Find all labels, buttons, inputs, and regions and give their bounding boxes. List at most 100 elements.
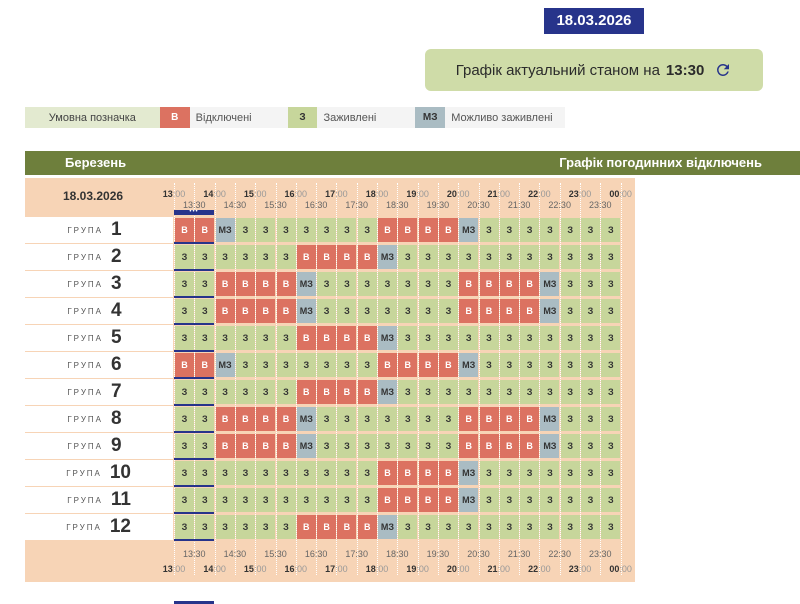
half-tick-top: 16:30 [304, 200, 328, 210]
schedule-cell: З [195, 407, 215, 431]
hour-tick-top: 21:00 [488, 189, 511, 199]
schedule-cell: З [418, 407, 438, 431]
schedule-cell: З [337, 434, 357, 458]
schedule-cell: З [601, 218, 621, 242]
schedule-cell: В [418, 488, 438, 512]
schedule-cell: З [438, 299, 458, 323]
schedule-cell: З [540, 380, 560, 404]
schedule-cell: З [175, 380, 194, 404]
schedule-cell: В [418, 353, 438, 377]
schedule-cell: З [317, 407, 337, 431]
schedule-cell: З [601, 461, 621, 485]
legend-on-label: Заживлені [317, 107, 416, 128]
group-number: 9 [111, 435, 122, 456]
schedule-cell: З [276, 515, 296, 539]
group-label-11: ГРУПА 11 [25, 487, 173, 513]
hour-tick-bottom: 00:00 [609, 564, 632, 574]
hour-tick-hour: 17 [325, 564, 336, 574]
schedule-cell: З [479, 326, 499, 350]
hour-tick-hour: 20 [446, 564, 457, 574]
month-label: Березень [65, 155, 127, 170]
schedule-cell: З [256, 488, 276, 512]
schedule-cell: З [276, 218, 296, 242]
group-number: 4 [111, 300, 122, 321]
hour-tick-bottom: 19:00 [406, 564, 429, 574]
schedule-cell: В [195, 218, 215, 242]
legend-off-label: Відключені [189, 107, 288, 128]
schedule-cell: З [560, 488, 580, 512]
schedule-cell: З [378, 299, 397, 323]
half-tick-top: 14:30 [223, 200, 247, 210]
schedule-cell: З [601, 434, 621, 458]
schedule-cell: З [235, 380, 255, 404]
hour-tick-bottom: 22:00 [528, 564, 551, 574]
schedule-cell: З [215, 515, 235, 539]
schedule-cell: З [540, 515, 560, 539]
grid-divider [620, 183, 622, 575]
schedule-cell: МЗ [378, 515, 397, 539]
legend-caption: Умовна позначка [25, 107, 160, 128]
schedule-cell: В [235, 434, 255, 458]
schedule-cell: З [378, 272, 397, 296]
schedule-cell: МЗ [540, 272, 560, 296]
schedule-cell: З [601, 515, 621, 539]
schedule-cell: МЗ [378, 380, 397, 404]
grid-divider [478, 183, 480, 575]
grid-divider [559, 183, 561, 575]
schedule-cell: В [256, 407, 276, 431]
grid-divider [316, 183, 318, 575]
half-tick-bottom: 23:30 [589, 549, 612, 559]
schedule-cell: МЗ [296, 434, 316, 458]
group-number: 11 [110, 489, 131, 510]
schedule-cell: В [438, 461, 458, 485]
schedule-cell: МЗ [215, 218, 235, 242]
schedule-cell: З [276, 380, 296, 404]
hour-tick-hour: 23 [568, 189, 579, 199]
schedule-cell: З [601, 326, 621, 350]
hour-tick-hour: 22 [528, 564, 539, 574]
hour-tick-top: 20:00 [447, 189, 470, 199]
current-time-line [174, 350, 214, 352]
schedule-cell: З [235, 245, 255, 269]
schedule-cell: З [581, 407, 600, 431]
schedule-cell: З [438, 407, 458, 431]
grid-divider [580, 183, 581, 575]
schedule-cell: В [357, 326, 377, 350]
grid-divider [539, 183, 541, 575]
schedule-cell: З [418, 380, 438, 404]
hour-tick-hour: 15 [243, 564, 254, 574]
schedule-cell: З [276, 353, 296, 377]
current-time-line [174, 485, 214, 487]
current-time-line [174, 458, 214, 460]
schedule-cell: В [459, 272, 479, 296]
schedule-cell: З [581, 245, 600, 269]
hour-tick-minutes: :00 [497, 564, 511, 574]
refresh-icon[interactable] [714, 61, 732, 79]
schedule-cell: З [256, 515, 276, 539]
legend-on-swatch: З [287, 107, 318, 128]
schedule-title: Графік погодинних відключень [559, 155, 762, 170]
half-tick-top: 22:30 [548, 200, 571, 210]
schedule-cell: З [317, 272, 337, 296]
schedule-cell: З [195, 434, 215, 458]
schedule-cell: З [398, 434, 418, 458]
schedule-cell: З [357, 407, 377, 431]
schedule-cell: З [398, 407, 418, 431]
half-tick-bottom: 18:30 [386, 549, 409, 559]
schedule-cell: В [479, 299, 499, 323]
group-label-8: ГРУПА 8 [25, 406, 173, 432]
schedule-cell: З [398, 299, 418, 323]
schedule-cell: З [235, 488, 255, 512]
schedule-cell: З [520, 245, 540, 269]
schedule-cell: З [459, 515, 479, 539]
group-word: ГРУПА [67, 360, 103, 370]
hour-tick-hour: 14 [203, 189, 214, 199]
hour-tick-top: 13:00 [163, 189, 186, 199]
half-tick-bottom: 17:30 [345, 549, 368, 559]
grid-divider [275, 183, 277, 575]
schedule-cell: МЗ [459, 488, 479, 512]
schedule-cell: В [459, 299, 479, 323]
schedule-cell: З [418, 515, 438, 539]
hour-tick-hour: 23 [568, 564, 579, 574]
schedule-cell: В [520, 272, 540, 296]
